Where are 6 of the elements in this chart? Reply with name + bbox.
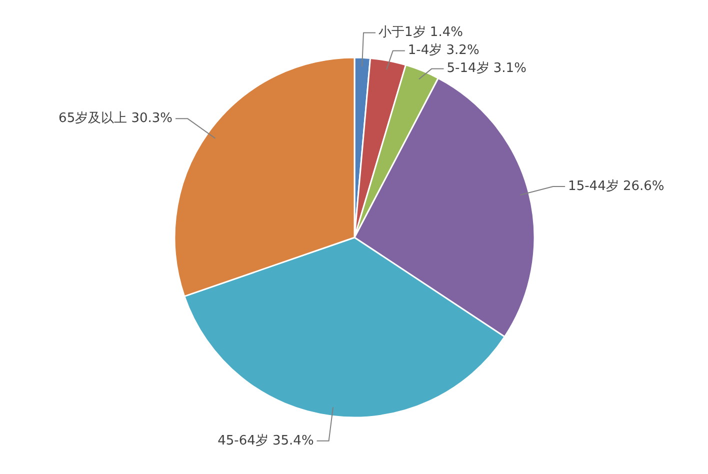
slice-label: 15-44岁 26.6% bbox=[568, 179, 664, 194]
slice-label: 65岁及以上 30.3% bbox=[58, 111, 173, 126]
slice-label: 45-64岁 35.4% bbox=[218, 433, 314, 448]
slice-label: 5-14岁 3.1% bbox=[446, 61, 526, 76]
slice-label: 小于1岁 1.4% bbox=[378, 25, 463, 40]
slice-label: 1-4岁 3.2% bbox=[408, 43, 480, 58]
